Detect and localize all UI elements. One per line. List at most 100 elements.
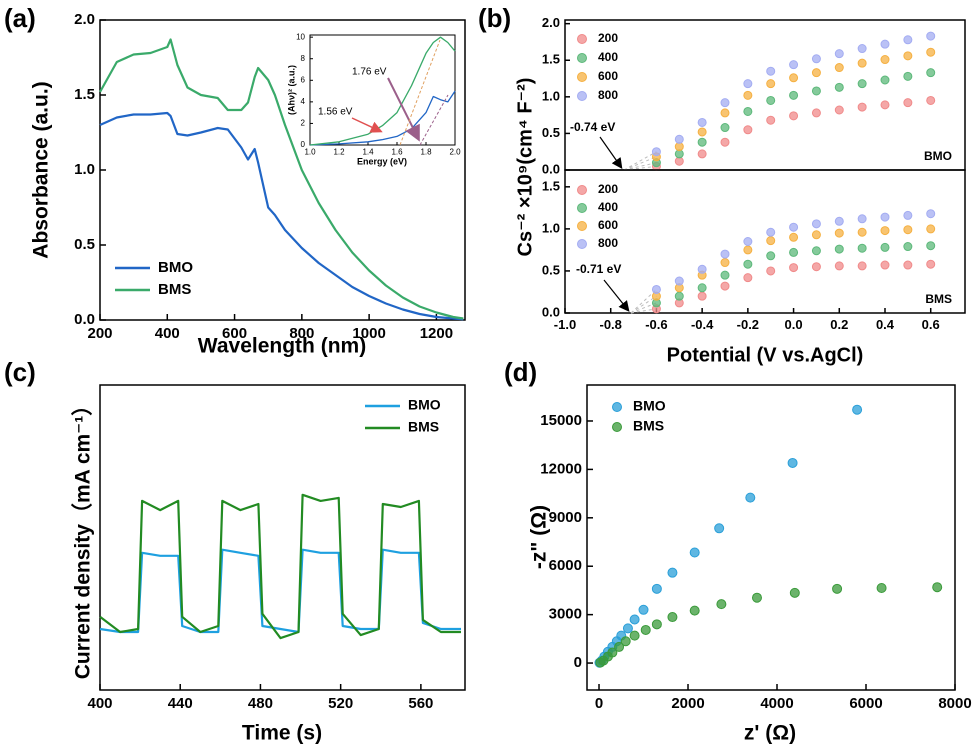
data-point [876, 583, 887, 594]
data-point [789, 263, 799, 273]
data-point [926, 224, 936, 234]
annotation-arrow [599, 136, 623, 169]
extrapolation-line [630, 295, 657, 314]
plot-frame [586, 384, 956, 691]
y-tick-label: 2.0 [74, 11, 95, 28]
data-point [880, 212, 890, 222]
data-point [697, 149, 707, 159]
panel-label: (d) [504, 357, 537, 387]
data-point [903, 210, 913, 220]
x-tick-label: 400 [155, 325, 180, 342]
data-point [834, 228, 844, 238]
x-tick-label: 8000 [938, 695, 971, 712]
data-point [720, 249, 730, 259]
legend-label: BMS [408, 419, 439, 435]
data-point [620, 636, 631, 647]
y-tick-label: 15000 [540, 412, 582, 429]
legend-label: BMS [633, 418, 664, 434]
data-point [834, 244, 844, 254]
y-tick-label: 6 [301, 75, 306, 84]
plot-frame [309, 34, 456, 146]
series-line [99, 493, 461, 640]
data-point [697, 283, 707, 293]
x-tick-label: 1.0 [304, 148, 316, 157]
data-point [743, 106, 753, 116]
y-tick-label: 0 [301, 140, 306, 149]
x-tick-label: 2.0 [449, 148, 461, 157]
y-tick-label: 6000 [549, 557, 582, 574]
data-point [667, 567, 678, 578]
data-point [834, 63, 844, 73]
data-point [880, 39, 890, 49]
data-point [622, 623, 633, 634]
y-tick-label: 2 [301, 119, 306, 128]
data-point [607, 647, 618, 658]
data-point [766, 266, 776, 276]
x-tick-label: -0.4 [691, 317, 714, 332]
data-point [789, 247, 799, 257]
x-axis-label: z' (Ω) [744, 722, 796, 745]
data-point [751, 592, 762, 603]
data-point [766, 79, 776, 89]
y-axis-label: (Ahν)² (a.u.) [286, 65, 296, 115]
data-point [697, 264, 707, 274]
legend-label: 400 [598, 50, 618, 64]
legend-label: 600 [598, 218, 618, 232]
x-axis-label: Potential (V vs.AgCl) [667, 344, 864, 366]
y-tick-label: 1.5 [74, 86, 95, 103]
data-point [697, 117, 707, 127]
extrapolation-line [630, 302, 657, 314]
annotation: 1.56 eV [318, 107, 353, 118]
data-point [720, 137, 730, 147]
x-tick-label: 6000 [849, 695, 882, 712]
data-point [674, 291, 684, 301]
legend-label: 800 [598, 236, 618, 250]
data-point [743, 125, 753, 135]
y-tick-label: 3000 [549, 606, 582, 623]
data-point [674, 142, 684, 152]
series-line [99, 38, 464, 320]
y-tick-label: 0.0 [542, 304, 560, 319]
x-tick-label: 0.4 [876, 317, 895, 332]
extrapolation-line [623, 151, 657, 171]
data-point [880, 75, 890, 85]
data-point [720, 270, 730, 280]
data-point [674, 134, 684, 144]
data-point [720, 258, 730, 268]
data-point [857, 102, 867, 112]
data-point [766, 66, 776, 76]
data-point [720, 123, 730, 133]
data-point [903, 242, 913, 252]
legend-swatch [577, 203, 587, 213]
data-point [789, 232, 799, 242]
y-axis-label: Cs⁻² ×10⁹(cm⁴ F⁻²) [514, 78, 536, 257]
legend-label: 800 [598, 88, 618, 102]
x-tick-label: 480 [248, 695, 273, 712]
y-tick-label: 9000 [549, 509, 582, 526]
x-tick-label: 4000 [760, 695, 793, 712]
data-point [903, 260, 913, 270]
data-point [789, 222, 799, 232]
x-tick-label: 440 [168, 695, 193, 712]
x-tick-label: 0.2 [830, 317, 848, 332]
data-point [743, 259, 753, 269]
data-point [811, 246, 821, 256]
annotation-arrow [603, 279, 630, 312]
y-axis-label: -z" (Ω) [528, 505, 551, 569]
data-point [852, 404, 863, 415]
panel-label: (b) [478, 3, 511, 33]
data-point [651, 583, 662, 594]
data-point [880, 226, 890, 236]
x-tick-label: -0.8 [600, 317, 622, 332]
x-tick-label: 0 [595, 695, 603, 712]
data-point [629, 614, 640, 625]
legend-swatch [577, 91, 587, 101]
data-point [811, 230, 821, 240]
x-tick-label: 2000 [671, 695, 704, 712]
data-point [903, 51, 913, 61]
legend-swatch [577, 34, 587, 44]
y-tick-label: 1.0 [542, 220, 560, 235]
panel-label: (c) [4, 357, 36, 387]
extrapolation-line [623, 156, 657, 171]
